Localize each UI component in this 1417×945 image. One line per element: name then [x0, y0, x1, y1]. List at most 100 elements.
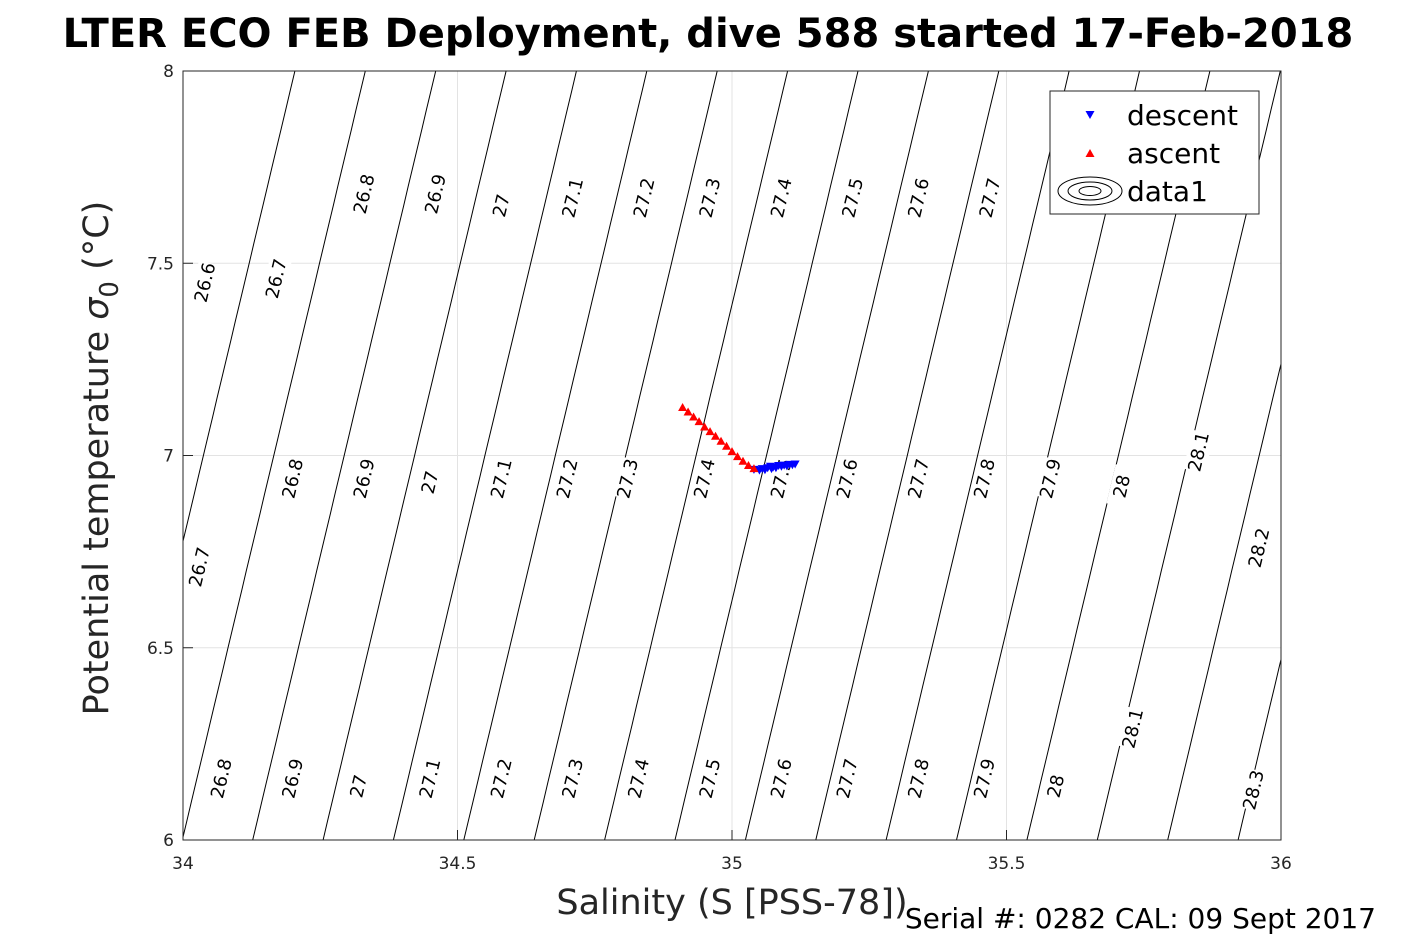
contour-label: 27 [489, 192, 515, 219]
contour-line-27 [392, 71, 577, 840]
contour-label-bg [557, 756, 589, 801]
contour-label-bg [969, 456, 1000, 501]
contour-line-27.6 [815, 71, 1000, 840]
ascent-point [711, 431, 721, 440]
contour-label-bg [694, 756, 726, 801]
x-axis-label: Salinity (S [PSS-78]) [556, 883, 907, 923]
legend-box [1049, 90, 1260, 215]
legend-ascent-marker [1085, 149, 1095, 157]
contour-label-bg [486, 183, 517, 228]
contour-label-bg [420, 171, 451, 217]
ascent-point [743, 460, 753, 469]
contour-line-26.6 [183, 71, 296, 544]
ascent-point [727, 447, 737, 456]
x-tick-label: 34 [172, 854, 194, 874]
chart-title: LTER ECO FEB Deployment, dive 588 starte… [63, 11, 1354, 57]
contour-label-bg [414, 460, 446, 505]
contour-line-27.4 [674, 71, 859, 840]
contour-label-bg [766, 756, 797, 801]
contour-label-bg [903, 756, 935, 801]
contour-label-bg [260, 256, 292, 301]
contour-label-bg [1243, 525, 1275, 570]
legend-descent-label: descent [1127, 99, 1238, 132]
contour-label-bg [277, 456, 309, 501]
legend-contour-icon [1057, 176, 1123, 206]
legend-data1-label: data1 [1127, 175, 1208, 208]
y-axis-label: Potential temperature σ0 (°C) [77, 201, 125, 716]
contour-label-bg [551, 456, 583, 501]
ascent-point [694, 417, 704, 426]
x-tick-label: 35.5 [988, 854, 1026, 874]
contour-label-bg [694, 175, 726, 220]
contour-label-bg [184, 544, 215, 590]
ascent-point [683, 407, 693, 416]
contour-label: 28 [1109, 473, 1135, 500]
legend: descent ascent data1 [1049, 90, 1260, 215]
contour-line-26.7 [183, 71, 366, 840]
contour-label-bg [189, 260, 221, 305]
contour-label-bg [1183, 429, 1215, 474]
contour-label-bg [486, 756, 517, 801]
contour-label-bg [348, 456, 380, 501]
contour-label: 28 [1044, 773, 1070, 800]
y-axis-label-subscript: 0 [95, 281, 125, 298]
contour-label-bg [486, 456, 517, 501]
contour-label-bg [612, 456, 644, 501]
x-tick-label: 36 [1270, 854, 1292, 874]
serial-cal-text: Serial #: 0282 CAL: 09 Sept 2017 [905, 902, 1376, 935]
ascent-point [732, 452, 742, 461]
contour-line-26.8 [252, 71, 437, 840]
contour-label-bg [974, 175, 1006, 220]
ascent-point [722, 441, 732, 450]
x-tick-label: 35 [721, 854, 743, 874]
contour-label-bg [969, 756, 1000, 801]
contour-label-bg [689, 456, 720, 501]
contour-line-27.7 [885, 71, 1070, 840]
y-tick-label: 6 [163, 831, 174, 851]
contour-line-26.9 [322, 71, 507, 840]
contour-label-bg [628, 175, 660, 220]
contour-label-bg [903, 456, 935, 501]
contour-line-27.3 [604, 71, 789, 840]
ascent-point [716, 436, 726, 445]
descent-point [790, 460, 800, 469]
legend-descent-marker [1085, 111, 1095, 119]
contour-label-bg [206, 756, 237, 801]
contour-label: 27 [346, 773, 372, 800]
contour-label-bg [837, 175, 869, 220]
ascent-point [705, 427, 715, 436]
contour-line-28.2 [1237, 657, 1281, 840]
y-tick-label: 7.5 [147, 254, 174, 274]
ascent-point [738, 456, 748, 465]
contour-line-27.1 [463, 71, 648, 840]
contour-label-bg [766, 175, 797, 220]
y-tick-label: 6.5 [147, 639, 174, 659]
legend-ascent-label: ascent [1127, 137, 1220, 170]
grid-lines [183, 71, 1281, 840]
contour-label-bg [623, 756, 655, 801]
contour-label-bg [831, 756, 863, 801]
x-tick-label: 34.5 [439, 854, 477, 874]
contour-label-bg [1106, 464, 1138, 509]
y-axis-label-symbol: σ [77, 296, 117, 320]
contour-label-bg [1238, 767, 1269, 813]
ascent-point [749, 464, 759, 473]
contour-label-bg [1117, 706, 1149, 751]
contour-label-bg [343, 764, 375, 809]
ascent-point [689, 412, 699, 421]
ascent-point [700, 422, 710, 431]
y-axis-label-main: Potential temperature [77, 320, 117, 716]
contour-label-bg [414, 756, 446, 801]
contour-label-bg [557, 175, 589, 220]
contour-line-28.1 [1167, 361, 1281, 840]
y-tick-label: 7 [163, 447, 174, 467]
y-tick-label: 8 [163, 62, 174, 82]
contour-label-bg [903, 175, 935, 220]
contour-label-bg [277, 756, 309, 801]
ascent-point [678, 402, 688, 411]
axis-ticks: 34 34.5 35 35.5 36 6 6.5 7 7.5 8 [147, 62, 1292, 874]
data-series [678, 402, 800, 475]
y-axis-label-unit: (°C) [77, 201, 117, 281]
contour-line-27.5 [744, 71, 929, 840]
